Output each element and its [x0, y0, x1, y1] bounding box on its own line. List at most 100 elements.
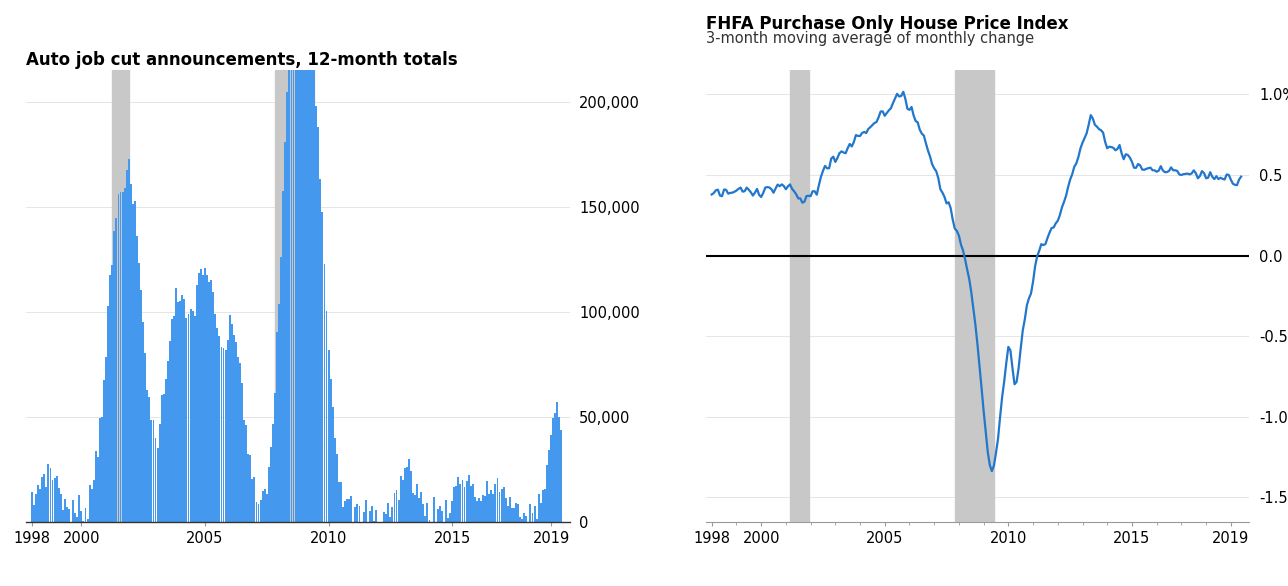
Bar — [410, 471, 412, 522]
Bar — [464, 487, 465, 522]
Bar — [526, 516, 527, 522]
Bar — [371, 506, 372, 522]
Bar — [220, 347, 223, 522]
Bar — [182, 295, 183, 522]
Bar — [198, 273, 200, 522]
Bar — [450, 513, 451, 522]
Bar — [398, 500, 399, 522]
Bar — [313, 63, 316, 522]
Bar — [365, 499, 367, 522]
Bar — [112, 70, 129, 522]
Bar — [420, 492, 422, 522]
Bar — [157, 448, 158, 522]
Bar — [241, 383, 243, 522]
Bar — [468, 475, 470, 522]
Bar — [171, 319, 173, 522]
Bar — [237, 357, 238, 522]
Bar — [64, 499, 66, 522]
Bar — [447, 518, 450, 522]
Bar — [523, 513, 526, 522]
Bar — [515, 503, 516, 522]
Bar — [224, 350, 227, 522]
Bar — [518, 504, 519, 522]
Bar — [511, 507, 513, 522]
Bar — [243, 420, 245, 522]
Bar — [289, 39, 290, 522]
Bar — [291, 1, 292, 522]
Bar — [274, 393, 276, 522]
Legend: Recessions: Recessions — [33, 0, 155, 5]
Bar — [323, 264, 326, 522]
Bar — [144, 353, 146, 522]
Bar — [433, 497, 434, 522]
Bar — [126, 170, 128, 522]
Bar — [286, 93, 289, 522]
Bar — [261, 490, 264, 522]
Bar — [245, 425, 247, 522]
Bar — [395, 490, 398, 522]
Bar — [519, 517, 522, 522]
Bar — [317, 127, 319, 522]
Bar — [169, 341, 171, 522]
Bar — [33, 505, 35, 522]
Bar — [265, 493, 268, 522]
Bar — [250, 455, 251, 522]
Bar — [388, 503, 389, 522]
Bar — [507, 506, 509, 522]
Bar — [446, 500, 447, 522]
Bar — [307, 0, 309, 522]
Bar — [491, 490, 492, 522]
Bar — [453, 486, 455, 522]
Bar — [162, 394, 165, 522]
Bar — [45, 488, 48, 522]
Bar — [497, 478, 498, 522]
Bar — [233, 335, 234, 522]
Bar — [134, 201, 135, 522]
Bar — [358, 506, 361, 522]
Bar — [384, 513, 385, 522]
Bar — [334, 438, 336, 522]
Bar — [148, 397, 151, 522]
Bar — [79, 495, 80, 522]
Bar — [179, 301, 182, 522]
Bar — [137, 236, 138, 522]
Bar — [66, 507, 68, 522]
Bar — [39, 489, 41, 522]
Bar — [37, 485, 39, 522]
Bar — [138, 263, 140, 522]
Bar — [477, 500, 478, 522]
Bar — [216, 328, 218, 522]
Bar — [375, 510, 377, 522]
Bar — [44, 474, 45, 522]
Bar — [175, 288, 176, 522]
Bar — [219, 336, 220, 522]
Bar — [536, 519, 537, 522]
Bar — [72, 500, 75, 522]
Bar — [200, 268, 202, 522]
Bar — [89, 485, 90, 522]
Bar — [48, 464, 49, 522]
Bar — [550, 435, 553, 522]
Bar — [165, 379, 166, 522]
Bar — [522, 519, 523, 522]
Bar — [151, 420, 152, 522]
Bar — [529, 503, 532, 522]
Bar — [178, 302, 179, 522]
Bar — [954, 70, 994, 522]
Bar — [185, 318, 187, 522]
Bar — [147, 390, 148, 522]
Bar — [309, 6, 310, 522]
Text: FHFA Purchase Only House Price Index: FHFA Purchase Only House Price Index — [706, 15, 1068, 33]
Bar — [209, 281, 210, 522]
Bar — [429, 520, 430, 522]
Bar — [85, 509, 86, 522]
Bar — [202, 275, 204, 522]
Bar — [426, 503, 429, 522]
Bar — [97, 457, 99, 522]
Bar — [460, 484, 461, 522]
Bar — [268, 466, 269, 522]
Bar — [547, 451, 550, 522]
Bar — [299, 0, 300, 522]
Bar — [505, 498, 506, 522]
Bar — [501, 489, 502, 522]
